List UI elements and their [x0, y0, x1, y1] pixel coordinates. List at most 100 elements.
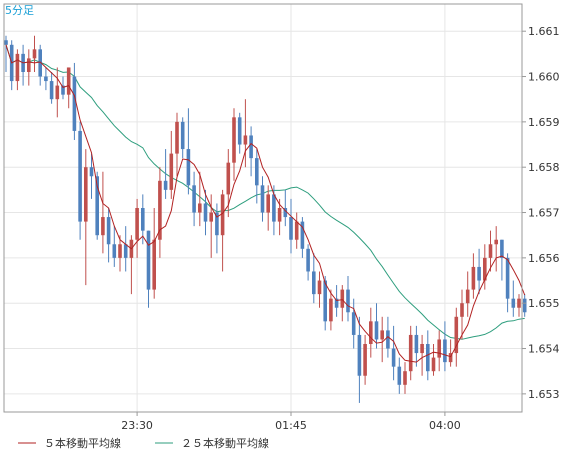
candle-body [488, 244, 493, 258]
candle-body [340, 289, 345, 308]
candle-body [403, 371, 407, 385]
candle-body [494, 239, 498, 245]
candle-body [294, 221, 299, 240]
candle [312, 253, 316, 304]
candle-body [426, 344, 430, 372]
candle-body [391, 348, 396, 367]
candle [192, 171, 196, 227]
y-tick-label: 1.654 [528, 343, 560, 356]
candle-body [192, 185, 196, 213]
candle [9, 40, 14, 91]
candle-body [84, 167, 88, 222]
candle-body [66, 67, 71, 95]
candle [380, 316, 384, 363]
candle-body [329, 298, 333, 322]
candle-body [226, 162, 231, 195]
candle-body [61, 85, 65, 95]
candle-body [351, 312, 356, 335]
candle [391, 325, 396, 381]
y-tick-label: 1.659 [528, 116, 560, 129]
candle-body [89, 167, 94, 177]
candle [72, 62, 77, 140]
candle-body [334, 298, 339, 308]
candle [266, 185, 270, 231]
y-tick-label: 1.661 [528, 25, 560, 38]
candle [437, 330, 441, 372]
candle [203, 189, 208, 236]
candle [431, 344, 436, 376]
candle [27, 49, 31, 86]
y-tick-label: 1.655 [528, 297, 560, 310]
candle-body [283, 208, 288, 218]
candle [101, 171, 105, 254]
candle [209, 194, 213, 258]
candle-body [123, 244, 128, 258]
candle-body [505, 257, 510, 299]
candle [78, 121, 82, 240]
candle [505, 253, 510, 313]
candle-body [380, 330, 384, 340]
candle [146, 230, 151, 308]
candle [237, 112, 242, 154]
candle-body [374, 321, 379, 340]
candle [44, 67, 48, 91]
candle [511, 280, 516, 317]
candle [346, 276, 350, 322]
legend: ５本移動平均線 ２５本移動平均線 [18, 436, 269, 450]
candle-body [152, 239, 156, 290]
candle-body [357, 334, 362, 376]
candle-body [369, 321, 373, 344]
candle-body [277, 208, 282, 222]
candle-body [158, 180, 162, 240]
candles [4, 35, 527, 403]
legend-label: ２５本移動平均線 [181, 436, 269, 450]
candle [374, 303, 379, 349]
candle [340, 285, 345, 322]
candle-body [346, 289, 350, 313]
candle [255, 149, 259, 204]
candle-body [249, 135, 253, 159]
candle-body [511, 298, 516, 308]
candle [129, 235, 134, 295]
candle [112, 226, 117, 267]
candle [289, 198, 293, 254]
candle [249, 126, 253, 177]
candle-body [198, 203, 202, 213]
candle-body [44, 76, 48, 82]
candle [21, 44, 25, 86]
candle [106, 208, 111, 263]
candle [180, 117, 185, 159]
candle-body [141, 208, 145, 231]
candle [500, 239, 504, 281]
candle-body [448, 353, 453, 363]
candle [323, 276, 327, 331]
candle [243, 99, 248, 168]
candle [32, 35, 37, 72]
y-tick-label: 1.657 [528, 207, 560, 220]
candle [517, 294, 521, 317]
candle-body [49, 81, 54, 100]
candle-body [300, 221, 305, 249]
plot-frame [3, 3, 523, 413]
ma25-line [5, 44, 525, 340]
candle-body [477, 266, 481, 281]
candle-body [363, 344, 367, 376]
candle [522, 294, 527, 317]
candle-body [106, 217, 111, 245]
candle-body [483, 257, 487, 281]
candle [357, 316, 362, 403]
candle-body [112, 244, 117, 258]
y-tick-label: 1.653 [528, 388, 560, 401]
candle-body [414, 334, 419, 354]
candle-body [220, 194, 225, 236]
candle-body [146, 230, 151, 290]
candle-body [101, 217, 105, 236]
candle [408, 325, 413, 381]
candle-body [312, 271, 316, 295]
y-tick-label: 1.656 [528, 252, 560, 265]
candle-body [431, 357, 436, 372]
x-tick-label: 04:00 [429, 419, 461, 432]
candle [123, 226, 128, 272]
candle-body [27, 58, 31, 72]
